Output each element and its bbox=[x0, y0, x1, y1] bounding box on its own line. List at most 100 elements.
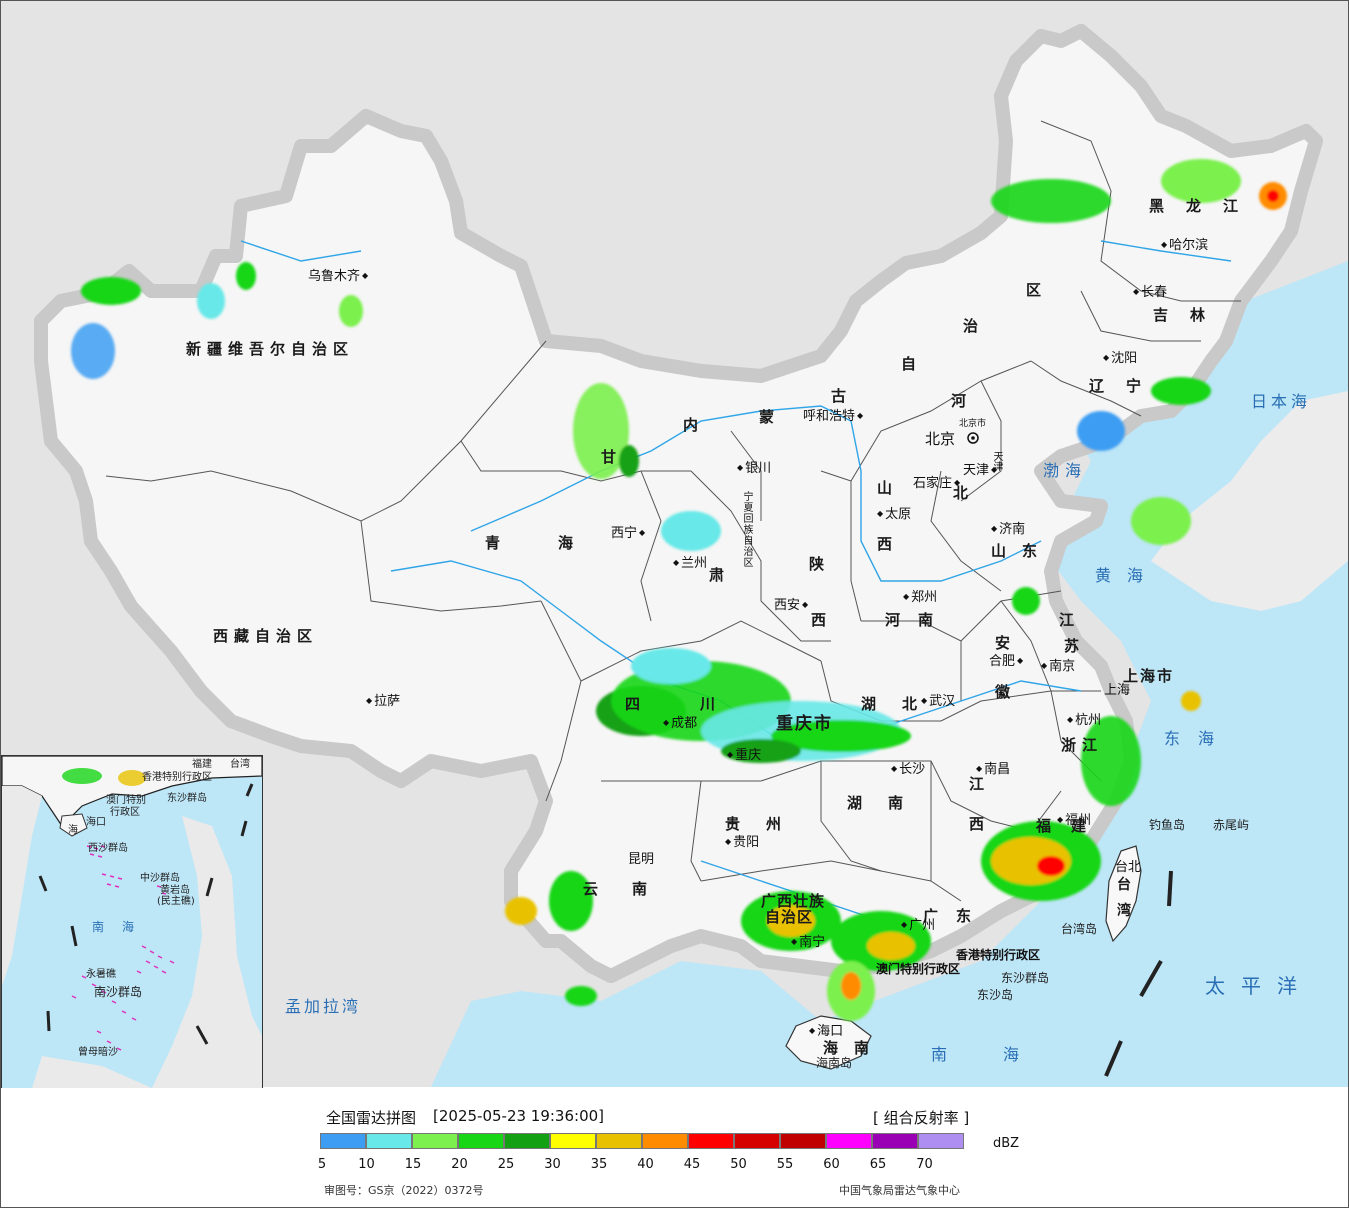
label-shanghai: 上海市 bbox=[1123, 667, 1175, 685]
label-jiangsu-b: 苏 bbox=[1064, 637, 1086, 655]
city-zhengzhou: 郑州 bbox=[903, 591, 937, 604]
city-jinan: 济南 bbox=[991, 523, 1025, 536]
city-nanning: 南宁 bbox=[791, 936, 825, 949]
label-guangxi-a: 广西壮族 bbox=[761, 892, 826, 910]
label-sichuan: 四川 bbox=[625, 695, 776, 713]
scale-tick-55: 55 bbox=[776, 1157, 794, 1172]
label-anhui-b: 徽 bbox=[995, 683, 1017, 701]
island-chiwei: 赤尾屿 bbox=[1213, 818, 1250, 832]
radar-map[interactable]: 新疆维吾尔自治区 西藏自治区 青 海 甘 肃 内 蒙 古 自 治 区 黑龙江 吉… bbox=[1, 1, 1348, 1089]
city-lhasa: 拉萨 bbox=[366, 695, 400, 708]
label-nm-1: 内 bbox=[683, 416, 705, 434]
inset-label-zengmu: 曾母暗沙 bbox=[78, 1047, 118, 1058]
label-heilongjiang: 黑龙江 bbox=[1149, 197, 1261, 215]
inset-label-hainan: 海 bbox=[68, 825, 78, 836]
south-china-sea-inset: 福建 台湾 香港特别行政区 澳门特别 行政区 东沙群岛 海口 海 西沙群岛 中沙… bbox=[1, 755, 263, 1089]
boundary-dashes bbox=[1104, 870, 1173, 1077]
taiwan-island bbox=[1105, 845, 1142, 943]
label-jiangxi-a: 江 bbox=[969, 775, 991, 793]
city-taibei: 台北 bbox=[1115, 860, 1142, 875]
legend-unit: dBZ bbox=[993, 1136, 1020, 1151]
scale-tick-30: 30 bbox=[544, 1157, 561, 1172]
label-henan: 河南 bbox=[885, 611, 952, 629]
scale-tick-20: 20 bbox=[451, 1157, 468, 1172]
label-jiangxi-b: 西 bbox=[969, 815, 991, 833]
inset-label-nansha: 南沙群岛 bbox=[94, 985, 143, 999]
scale-swatch-55 bbox=[780, 1133, 826, 1149]
legend-title: 全国雷达拼图 bbox=[326, 1109, 417, 1127]
label-xinjiang: 新疆维吾尔自治区 bbox=[186, 340, 355, 358]
scale-tick-60: 60 bbox=[823, 1157, 840, 1172]
label-nm-3: 古 bbox=[831, 387, 853, 405]
label-hunan: 湖南 bbox=[847, 794, 930, 812]
label-shanxi-b: 西 bbox=[877, 535, 899, 553]
city-shenyang: 沈阳 bbox=[1103, 352, 1137, 365]
island-taiwandao: 台湾岛 bbox=[1061, 922, 1098, 936]
city-hohhot: 呼和浩特 bbox=[803, 410, 863, 423]
island-hainandao: 海南岛 bbox=[816, 1056, 853, 1070]
scale-swatch-25 bbox=[504, 1133, 550, 1149]
label-yunnan: 云南 bbox=[583, 880, 682, 898]
label-nm-4: 自 bbox=[901, 355, 923, 373]
label-hainan: 海南 bbox=[823, 1039, 886, 1057]
inset-label-macao-a: 澳门特别 bbox=[106, 795, 146, 806]
korea-japan-land bbox=[1151, 391, 1348, 611]
beijing-marker bbox=[967, 432, 979, 444]
label-tianjin-municipality: 天津 bbox=[991, 451, 1002, 471]
city-shanghai: 上海 bbox=[1104, 683, 1131, 698]
label-jilin: 吉林 bbox=[1153, 306, 1228, 324]
sea-ribenhai: 日本海 bbox=[1251, 392, 1312, 411]
label-anhui-a: 安 bbox=[995, 634, 1017, 652]
label-nm-2: 蒙 bbox=[759, 408, 781, 426]
scale-tick-10: 10 bbox=[358, 1157, 375, 1172]
scale-swatch-5 bbox=[320, 1133, 366, 1149]
island-dongsha-qundao: 东沙群岛 bbox=[1001, 971, 1050, 985]
city-wuhan: 武汉 bbox=[921, 695, 955, 708]
sea-nanhai: 南海 bbox=[931, 1045, 1076, 1064]
inset-label-taiwan: 台湾 bbox=[230, 759, 250, 770]
label-qinghai-a: 青 bbox=[485, 534, 507, 552]
inset-label-dongsha: 东沙群岛 bbox=[167, 793, 207, 804]
label-jiangsu-a: 江 bbox=[1059, 611, 1081, 629]
label-hubei: 湖北 bbox=[861, 695, 944, 713]
inset-label-yongshu: 永暑礁 bbox=[86, 969, 116, 980]
sea-donghai: 东海 bbox=[1164, 729, 1233, 748]
city-changsha: 长沙 bbox=[891, 763, 925, 776]
scale-tick-15: 15 bbox=[404, 1157, 422, 1172]
review-number: 审图号：GS京（2022）0372号 bbox=[324, 1184, 484, 1197]
scale-tick-45: 45 bbox=[683, 1157, 701, 1172]
scale-swatch-20 bbox=[458, 1133, 504, 1149]
city-taiyuan: 太原 bbox=[877, 508, 911, 521]
inset-label-zhongsha: 中沙群岛 bbox=[140, 873, 180, 884]
scale-tick-35: 35 bbox=[590, 1157, 608, 1172]
scale-swatch-70 bbox=[918, 1133, 964, 1149]
city-kunming: 昆明 bbox=[628, 852, 655, 867]
city-xian: 西安 bbox=[774, 599, 808, 612]
city-nanchang: 南昌 bbox=[976, 763, 1010, 776]
inset-canvas bbox=[2, 756, 262, 1088]
legend-timestamp: [2025-05-23 19:36:00] bbox=[433, 1107, 605, 1125]
sea-bohai: 渤海 bbox=[1043, 461, 1088, 480]
label-qinghai-b: 海 bbox=[558, 534, 580, 552]
inset-label-huangyan-b: (民主礁) bbox=[157, 896, 195, 907]
radar-echoes bbox=[71, 159, 1287, 1021]
label-shaanxi-a: 陕 bbox=[809, 555, 831, 573]
label-chongqing: 重庆市 bbox=[776, 714, 833, 734]
color-scale bbox=[320, 1133, 964, 1149]
city-guiyang: 贵阳 bbox=[725, 836, 759, 849]
hainan-island bbox=[785, 1015, 872, 1070]
inset-label-macao-b: 行政区 bbox=[110, 807, 140, 818]
label-nm-5: 治 bbox=[963, 317, 985, 335]
scale-swatch-45 bbox=[688, 1133, 734, 1149]
scale-tick-5: 5 bbox=[317, 1157, 327, 1172]
label-gansu-b: 肃 bbox=[709, 566, 731, 584]
city-yinchuan: 银川 bbox=[737, 462, 771, 475]
city-nanjing: 南京 bbox=[1041, 660, 1075, 673]
label-shanxi-a: 山 bbox=[877, 479, 899, 497]
island-diaoyu: 钓鱼岛 bbox=[1149, 818, 1186, 832]
inset-label-nanhai: 南 海 bbox=[92, 920, 138, 934]
scale-tick-70: 70 bbox=[916, 1157, 933, 1172]
inset-label-huangyan-a: 黄岩岛 bbox=[160, 885, 190, 896]
legend-product: [ 组合反射率 ] bbox=[873, 1109, 970, 1127]
